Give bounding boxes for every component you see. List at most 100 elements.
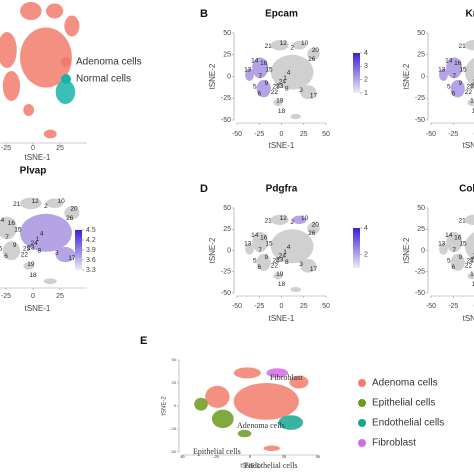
cluster-label: 23 (276, 83, 284, 90)
cluster-label: 1 (283, 75, 287, 82)
x-axis-label: tSNE-1 (269, 314, 295, 323)
cell-cluster (55, 247, 76, 263)
y-tick-label: 50 (417, 30, 425, 37)
y-tick-label: 50 (417, 205, 425, 212)
cell-cluster (307, 222, 320, 235)
cluster-label: 19 (470, 98, 474, 105)
y-tick-label: 0 (421, 73, 425, 80)
y-axis-label: tSNE-2 (402, 237, 411, 263)
cluster-label: 3 (299, 87, 303, 94)
cell-cluster (20, 27, 72, 88)
x-tick-label: 25 (300, 131, 308, 138)
colorbar (75, 230, 82, 270)
cluster-label: 9 (265, 80, 269, 87)
cell-cluster (20, 197, 42, 209)
cluster-label: 26 (66, 215, 74, 222)
legend-label: Endothelial cells (372, 418, 444, 429)
colorbar-tick-label: 3.9 (86, 247, 96, 254)
cell-cluster (45, 198, 64, 209)
cluster-label: 1 (283, 249, 287, 256)
cluster-label: 6 (451, 91, 455, 98)
x-tick-label: 25 (56, 293, 64, 300)
cluster-label: 21 (459, 217, 467, 224)
cluster-label: 22 (271, 263, 279, 270)
cluster-label: 21 (265, 217, 273, 224)
y-tick-label: 25 (417, 226, 425, 233)
cluster-label: 5 (0, 246, 3, 253)
cell-cluster (266, 368, 289, 378)
x-tick-label: -50 (426, 131, 436, 138)
cell-cluster (20, 2, 42, 20)
x-tick-label: -50 (179, 454, 186, 459)
cluster-label: 13 (244, 240, 252, 247)
colorbar-tick-label: 3.3 (86, 267, 96, 274)
legend-swatch (358, 379, 366, 387)
x-tick-label: -50 (232, 303, 242, 310)
cluster-label: 24 (279, 252, 287, 259)
cluster-label: 17 (68, 255, 76, 262)
cluster-label: 17 (310, 92, 318, 99)
cluster-label: 13 (244, 66, 252, 73)
cell-cluster (43, 129, 57, 139)
y-tick-label: 0 (174, 403, 177, 408)
cell-cluster (289, 375, 309, 389)
cluster-label: 5 (447, 84, 451, 91)
colorbar-tick-label: 4.2 (86, 237, 96, 244)
cell-cluster (270, 229, 314, 264)
y-tick-label: 25 (223, 226, 231, 233)
x-axis-label: tSNE-1 (25, 304, 51, 313)
cluster-label: 15 (14, 227, 22, 234)
cell-cluster (290, 287, 302, 293)
cluster-label: 4 (287, 70, 291, 77)
cell-cluster (211, 409, 234, 429)
cluster-label: 9 (265, 254, 269, 261)
cell-cluster (450, 253, 465, 271)
y-tick-label: -25 (170, 426, 177, 431)
cluster-label: 22 (271, 89, 279, 96)
cluster-label: 15 (265, 240, 273, 247)
cluster-label: 14 (0, 217, 5, 224)
colorbar-tick-label: 4 (364, 225, 368, 232)
panel-title: Pdgfra (266, 184, 298, 195)
y-tick-label: -50 (415, 290, 425, 297)
y-tick-label: 0 (227, 247, 231, 254)
annotation: Epithelial cells (193, 447, 241, 456)
x-axis-label: tSNE-1 (463, 141, 474, 150)
cell-cluster (245, 242, 254, 255)
x-tick-label: -25 (448, 303, 458, 310)
cell-cluster (55, 80, 76, 104)
annotation: Endothelial cells (244, 461, 298, 470)
x-tick-label: -25 (1, 293, 11, 300)
annotation: Adenoma cells (237, 421, 285, 430)
cell-cluster (464, 57, 474, 87)
panel-letter: D (200, 183, 208, 195)
x-tick-label: -25 (448, 131, 458, 138)
cell-cluster (273, 99, 283, 107)
x-tick-label: 0 (31, 293, 35, 300)
cell-cluster (439, 68, 448, 81)
cell-cluster (464, 214, 474, 225)
cell-cluster (439, 242, 448, 255)
cluster-label: 23 (470, 83, 474, 90)
cell-cluster (64, 15, 80, 37)
cell-cluster (233, 367, 261, 379)
cell-cluster (467, 272, 474, 280)
x-axis-label: tSNE-1 (240, 464, 260, 470)
cluster-label: 24 (279, 78, 287, 85)
cell-cluster (194, 397, 208, 411)
legend-label: Adenoma cells (372, 378, 438, 389)
panel-letter: B (200, 8, 208, 20)
colorbar-tick-label: 2 (364, 252, 368, 259)
cell-cluster (0, 32, 17, 68)
panel: -25 0 25 tSNE-1 Adenoma cells Normal cells (0, 2, 142, 162)
cluster-label: 2 (290, 45, 294, 52)
cell-cluster (450, 79, 465, 98)
cluster-label: 3 (299, 261, 303, 268)
cell-cluster (278, 415, 304, 430)
legend-label: Normal cells (76, 74, 131, 85)
cluster-label: 4 (287, 244, 291, 251)
cell-cluster (270, 39, 289, 51)
cluster-label: 12 (280, 40, 288, 47)
cell-cluster (2, 241, 21, 261)
x-tick-label: -25 (254, 303, 264, 310)
